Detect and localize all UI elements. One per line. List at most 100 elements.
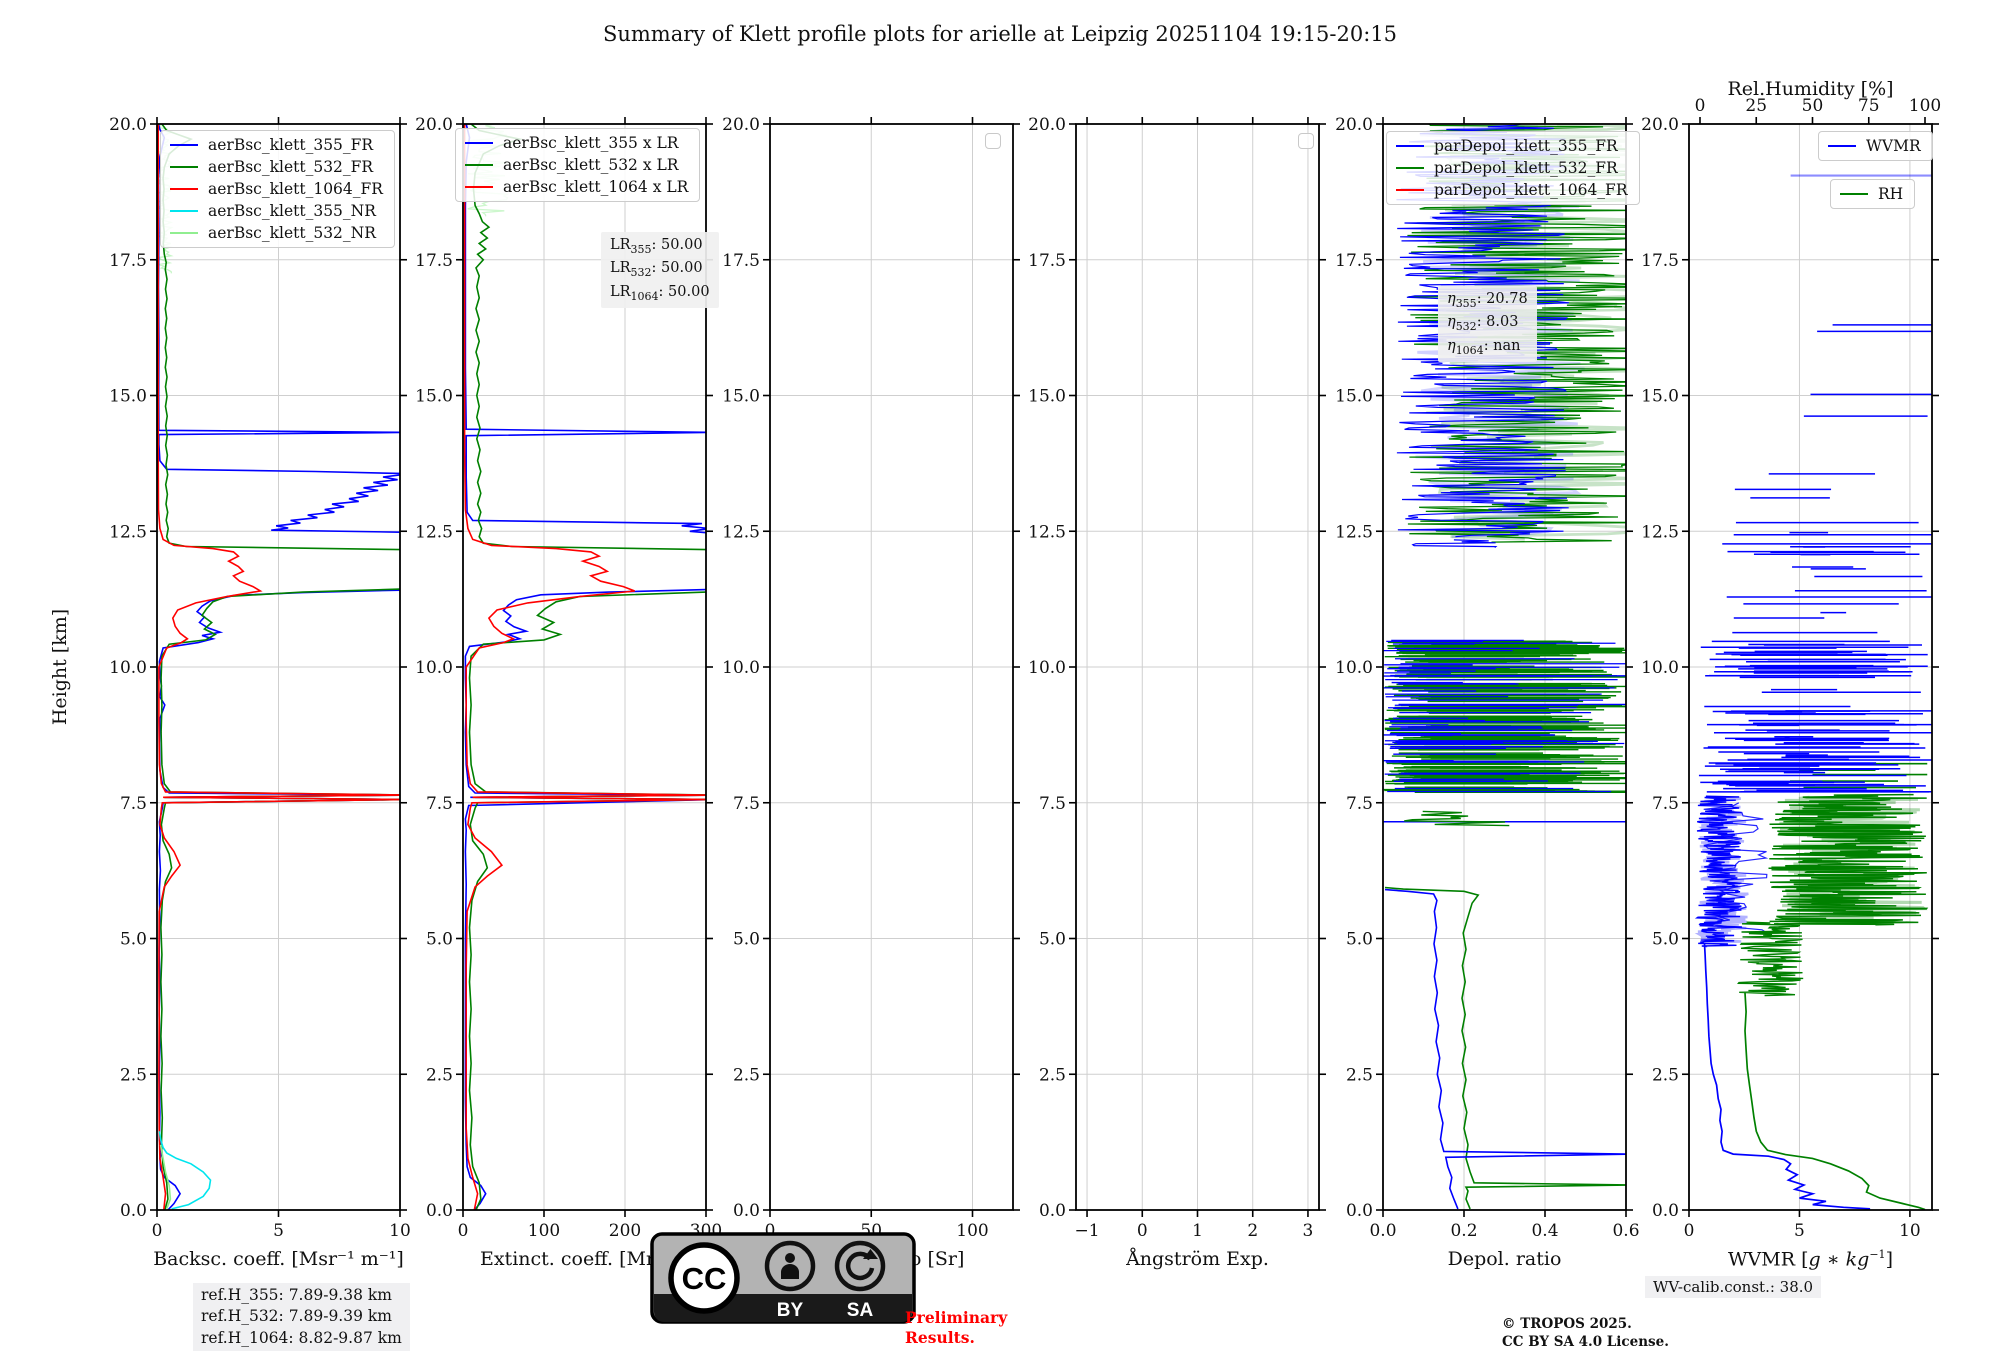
y-tick-label: 5.0 (733, 930, 760, 950)
share-alike-icon (834, 1240, 886, 1292)
x-tick-label: 0.2 (1450, 1221, 1477, 1241)
series-ext_1064 (463, 124, 706, 1210)
series-ext_532 (468, 124, 706, 1210)
badge-by-label: BY (777, 1300, 804, 1321)
y-tick-label: 20.0 (1335, 115, 1373, 135)
y-tick-label: 7.5 (1652, 794, 1679, 814)
preliminary-line-1: Preliminary (905, 1308, 1008, 1327)
series-depol_532_low (1384, 886, 1626, 1210)
y-tick-label: 20.0 (415, 115, 453, 135)
y-tick-label: 15.0 (109, 387, 147, 407)
y-tick-label: 20.0 (109, 115, 147, 135)
series-aerBsc_klett_1064_FR (157, 124, 400, 1210)
y-tick-label: 2.5 (120, 1065, 147, 1085)
x-tick-label: 0 (1684, 1221, 1695, 1241)
y-tick-label: 12.5 (1335, 522, 1373, 542)
ref-height-box: ref.H_355: 7.89-9.38 km ref.H_532: 7.89-… (193, 1283, 410, 1352)
x-tick-label: 0.4 (1531, 1221, 1558, 1241)
y-tick-label: 5.0 (1039, 930, 1066, 950)
y-tick-label: 7.5 (1346, 794, 1373, 814)
y-tick-label: 10.0 (1641, 658, 1679, 678)
y-tick-label: 17.5 (1335, 251, 1373, 271)
y-tick-label: 0.0 (120, 1201, 147, 1221)
person-icon-body (781, 1264, 799, 1279)
x-tick-label: 10 (389, 1221, 411, 1241)
x-tick-label: 0.6 (1612, 1221, 1639, 1241)
y-tick-label: 2.5 (426, 1065, 453, 1085)
x-tick-label: 5 (1794, 1221, 1805, 1241)
series-ext_355 (464, 124, 706, 1210)
y-tick-label: 7.5 (733, 794, 760, 814)
subplot-2-series (463, 124, 706, 1210)
series-aerBsc_klett_532_NR (159, 1144, 172, 1210)
series-faint_532_top (465, 124, 511, 217)
y-tick-label: 17.5 (415, 251, 453, 271)
series-wvmr_noise_big (1703, 802, 1769, 934)
y-tick-label: 2.5 (733, 1065, 760, 1085)
series-wvmr_segs_band1 (1698, 688, 1932, 793)
series-wvmr_segs_band3 (1722, 473, 1932, 634)
x-tick-label: 10 (1899, 1221, 1921, 1241)
series-depol_355_blip (1411, 539, 1498, 548)
y-tick-label: 5.0 (426, 930, 453, 950)
series-depol_355_low (1384, 888, 1626, 1210)
person-icon (764, 1240, 816, 1292)
x-tick-label: 3 (1303, 1221, 1314, 1241)
x-tick-label: 200 (609, 1221, 641, 1241)
y-tick-label: 0.0 (1652, 1201, 1679, 1221)
ref-height-532: ref.H_532: 7.89-9.39 km (201, 1307, 392, 1326)
top-axis-label: Rel.Humidity [%] (1727, 78, 1894, 100)
x-tick-label: 0.0 (1369, 1221, 1396, 1241)
y-tick-label: 15.0 (1641, 387, 1679, 407)
x-tick-label: 0 (152, 1221, 163, 1241)
x-tick-label: 5 (273, 1221, 284, 1241)
series-rh_trans_noise (1737, 921, 1804, 997)
y-tick-label: 7.5 (120, 794, 147, 814)
rh-tick-label: 50 (1802, 96, 1824, 116)
y-tick-label: 17.5 (722, 251, 760, 271)
y-tick-label: 15.0 (415, 387, 453, 407)
y-tick-label: 12.5 (722, 522, 760, 542)
y-tick-label: 2.5 (1346, 1065, 1373, 1085)
cc-by-sa-badge: CC BY SA (650, 1232, 916, 1324)
y-tick-label: 0.0 (426, 1201, 453, 1221)
x-tick-label: 0 (1137, 1221, 1148, 1241)
y-tick-label: 2.5 (1039, 1065, 1066, 1085)
page-title: Summary of Klett profile plots for ariel… (602, 22, 1398, 46)
badge-sa-label: SA (847, 1300, 874, 1321)
series-aerBsc_klett_532_NR_top (157, 124, 174, 274)
y-tick-label: 10.0 (415, 658, 453, 678)
y-tick-label: 20.0 (1641, 115, 1679, 135)
x-tick-label: −1 (1075, 1221, 1100, 1241)
series-wvmr_line (1703, 943, 1871, 1210)
y-tick-label: 0.0 (1346, 1201, 1373, 1221)
y-tick-label: 15.0 (1028, 387, 1066, 407)
y-tick-label: 12.5 (1028, 522, 1066, 542)
copyright-line-1: © TROPOS 2025. (1502, 1316, 1632, 1332)
y-tick-label: 10.0 (109, 658, 147, 678)
share-alike-arrowhead (863, 1249, 878, 1259)
y-tick-label: 17.5 (1028, 251, 1066, 271)
cc-icon-label: CC (682, 1261, 727, 1296)
y-tick-label: 5.0 (1346, 930, 1373, 950)
y-tick-label: 12.5 (1641, 522, 1679, 542)
series-depol_532_mid (1404, 810, 1510, 827)
person-icon-head (785, 1253, 795, 1263)
y-tick-label: 2.5 (1652, 1065, 1679, 1085)
y-tick-label: 17.5 (109, 251, 147, 271)
rh-tick-label: 100 (1909, 96, 1941, 116)
x-tick-label: 100 (528, 1221, 560, 1241)
y-tick-label: 12.5 (415, 522, 453, 542)
y-tick-label: 20.0 (722, 115, 760, 135)
copyright-note: © TROPOS 2025. CC BY SA 4.0 License. (1502, 1315, 1669, 1351)
preliminary-note: Preliminary Results. (905, 1308, 1007, 1348)
x-tick-label: 2 (1247, 1221, 1258, 1241)
y-tick-label: 20.0 (1028, 115, 1066, 135)
y-tick-label: 10.0 (1335, 658, 1373, 678)
y-tick-label: 7.5 (1039, 794, 1066, 814)
share-alike-arrow (845, 1251, 875, 1281)
x-tick-label: 100 (956, 1221, 988, 1241)
wv-calib-box: WV-calib.const.: 38.0 (1645, 1276, 1822, 1298)
y-tick-label: 0.0 (733, 1201, 760, 1221)
